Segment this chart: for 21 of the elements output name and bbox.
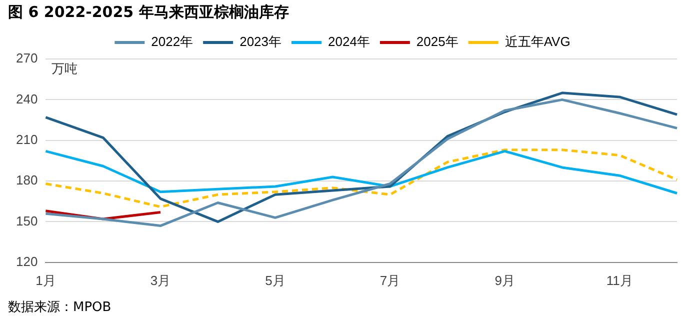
legend-label: 2022年 (151, 34, 194, 50)
x-tick-label: 11月 (606, 272, 633, 288)
x-tick-label: 3月 (150, 272, 171, 288)
source-note: 数据来源：MPOB (8, 299, 112, 316)
x-tick-label: 1月 (36, 272, 56, 288)
y-tick-label: 210 (16, 132, 38, 147)
legend-label: 近五年AVG (504, 34, 570, 50)
legend-label: 2024年 (328, 34, 370, 50)
y-tick-label: 180 (16, 172, 38, 188)
y-tick-label: 270 (16, 50, 38, 66)
x-tick-label: 7月 (380, 272, 400, 288)
y-axis-title: 万吨 (52, 62, 78, 77)
y-tick-label: 240 (16, 91, 38, 106)
y-tick-label: 120 (16, 254, 38, 269)
legend-label: 2023年 (240, 34, 282, 50)
x-tick-label: 9月 (494, 272, 515, 288)
legend-label: 2025年 (416, 34, 458, 50)
chart-title: 图 6 2022-2025 年马来西亚棕榈油库存 (8, 2, 289, 21)
x-tick-label: 5月 (265, 272, 286, 288)
y-tick-label: 150 (16, 213, 38, 228)
line-series (44, 148, 678, 208)
